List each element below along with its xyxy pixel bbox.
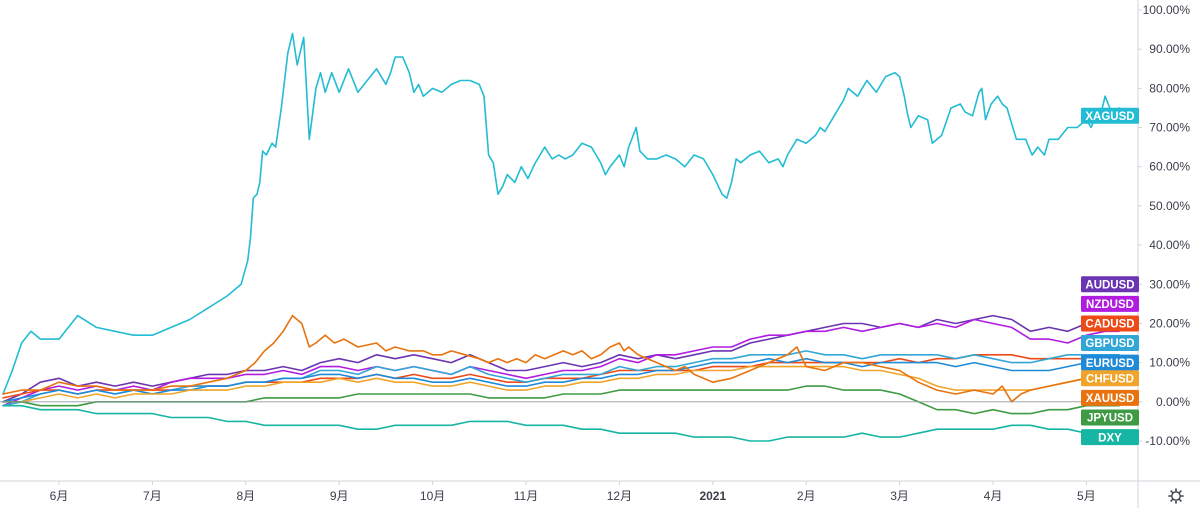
y-tick-label: 20.00% <box>1149 316 1190 330</box>
series-badge-label: CADUSD <box>1085 319 1134 331</box>
series-badge-background <box>1081 295 1139 312</box>
series-badge-background <box>1081 354 1139 371</box>
y-tick-label: 30.00% <box>1149 277 1190 291</box>
series-badge-gbpusd[interactable]: GBPUSD <box>1081 335 1139 352</box>
y-tick-label: 60.00% <box>1149 160 1190 174</box>
series-badge-label: GBPUSD <box>1085 338 1134 350</box>
y-tick-label: 50.00% <box>1149 199 1190 213</box>
series-line-dxy[interactable] <box>2 404 1120 442</box>
series-badge-background <box>1081 335 1139 352</box>
x-axis[interactable]: 6月 7月 8月 9月 10月 11月 12月 2021 2月 3月 4月 5月 <box>50 481 1096 503</box>
series-badge-nzdusd[interactable]: NZDUSD <box>1081 295 1139 312</box>
series-badge-xagusd[interactable]: XAGUSD <box>1081 107 1139 124</box>
series-badge-cadusd[interactable]: CADUSD <box>1081 315 1139 332</box>
series-layer <box>2 32 1120 442</box>
x-tick-label: 6月 <box>50 489 69 503</box>
y-tick-label: 80.00% <box>1149 81 1190 95</box>
x-tick-label: 8月 <box>236 489 255 503</box>
series-line-chfusd[interactable] <box>2 365 1120 403</box>
series-badge-chfusd[interactable]: CHFUSD <box>1081 370 1139 387</box>
series-badge-xauusd[interactable]: XAUUSD <box>1081 389 1139 406</box>
x-tick-label: 10月 <box>420 489 445 503</box>
x-tick-label: 2021 <box>699 489 726 503</box>
series-badge-audusd[interactable]: AUDUSD <box>1081 276 1139 293</box>
series-badge-label: XAUUSD <box>1086 393 1135 405</box>
y-tick-label: -10.00% <box>1145 434 1190 448</box>
series-badges: XAGUSD AUDUSD NZDUSD CADUSD GBPUSD EURUSD CHFU… <box>1081 107 1139 446</box>
x-tick-label: 11月 <box>514 489 538 503</box>
x-tick-label: 12月 <box>607 489 632 503</box>
series-badge-label: NZDUSD <box>1086 299 1134 311</box>
y-tick-label: 100.00% <box>1143 3 1191 17</box>
y-axis[interactable]: 100.00% 90.00% 80.00% 70.00% 60.00% 50.00% 40.… <box>1138 3 1190 448</box>
series-line-xagusd[interactable] <box>2 32 1120 395</box>
series-badge-label: AUDUSD <box>1085 279 1134 291</box>
series-badge-background <box>1081 389 1139 406</box>
x-tick-label: 9月 <box>330 489 349 503</box>
y-tick-label: 10.00% <box>1149 356 1190 370</box>
series-line-nzdusd[interactable] <box>2 318 1120 407</box>
chart-settings-button[interactable] <box>1168 488 1184 504</box>
series-badge-background <box>1081 315 1139 332</box>
series-badge-background <box>1081 429 1139 446</box>
series-badge-label: EURUSD <box>1086 358 1135 370</box>
series-badge-label: JPYUSD <box>1087 413 1133 425</box>
x-tick-label: 7月 <box>143 489 162 503</box>
series-badge-jpyusd[interactable]: JPYUSD <box>1081 409 1139 426</box>
gear-icon-teeth <box>1168 488 1184 504</box>
series-badge-background <box>1081 370 1139 387</box>
series-badge-eurusd[interactable]: EURUSD <box>1081 354 1139 371</box>
x-tick-label: 3月 <box>890 489 909 503</box>
series-badge-label: CHFUSD <box>1086 374 1134 386</box>
x-tick-label: 5月 <box>1077 489 1096 503</box>
y-tick-label: 90.00% <box>1149 42 1190 56</box>
series-badge-background <box>1081 409 1139 426</box>
series-line-xauusd[interactable] <box>2 314 1120 403</box>
series-badge-background <box>1081 107 1139 124</box>
x-tick-label: 2月 <box>797 489 816 503</box>
series-badge-background <box>1081 276 1139 293</box>
series-badge-label: XAGUSD <box>1085 111 1134 123</box>
y-tick-label: 0.00% <box>1156 395 1190 409</box>
y-tick-label: 40.00% <box>1149 238 1190 252</box>
x-tick-label: 4月 <box>984 489 1003 503</box>
series-badge-dxy[interactable]: DXY <box>1081 429 1139 446</box>
series-badge-label: DXY <box>1098 432 1122 444</box>
gear-icon <box>1171 491 1181 501</box>
y-tick-label: 70.00% <box>1149 121 1190 135</box>
